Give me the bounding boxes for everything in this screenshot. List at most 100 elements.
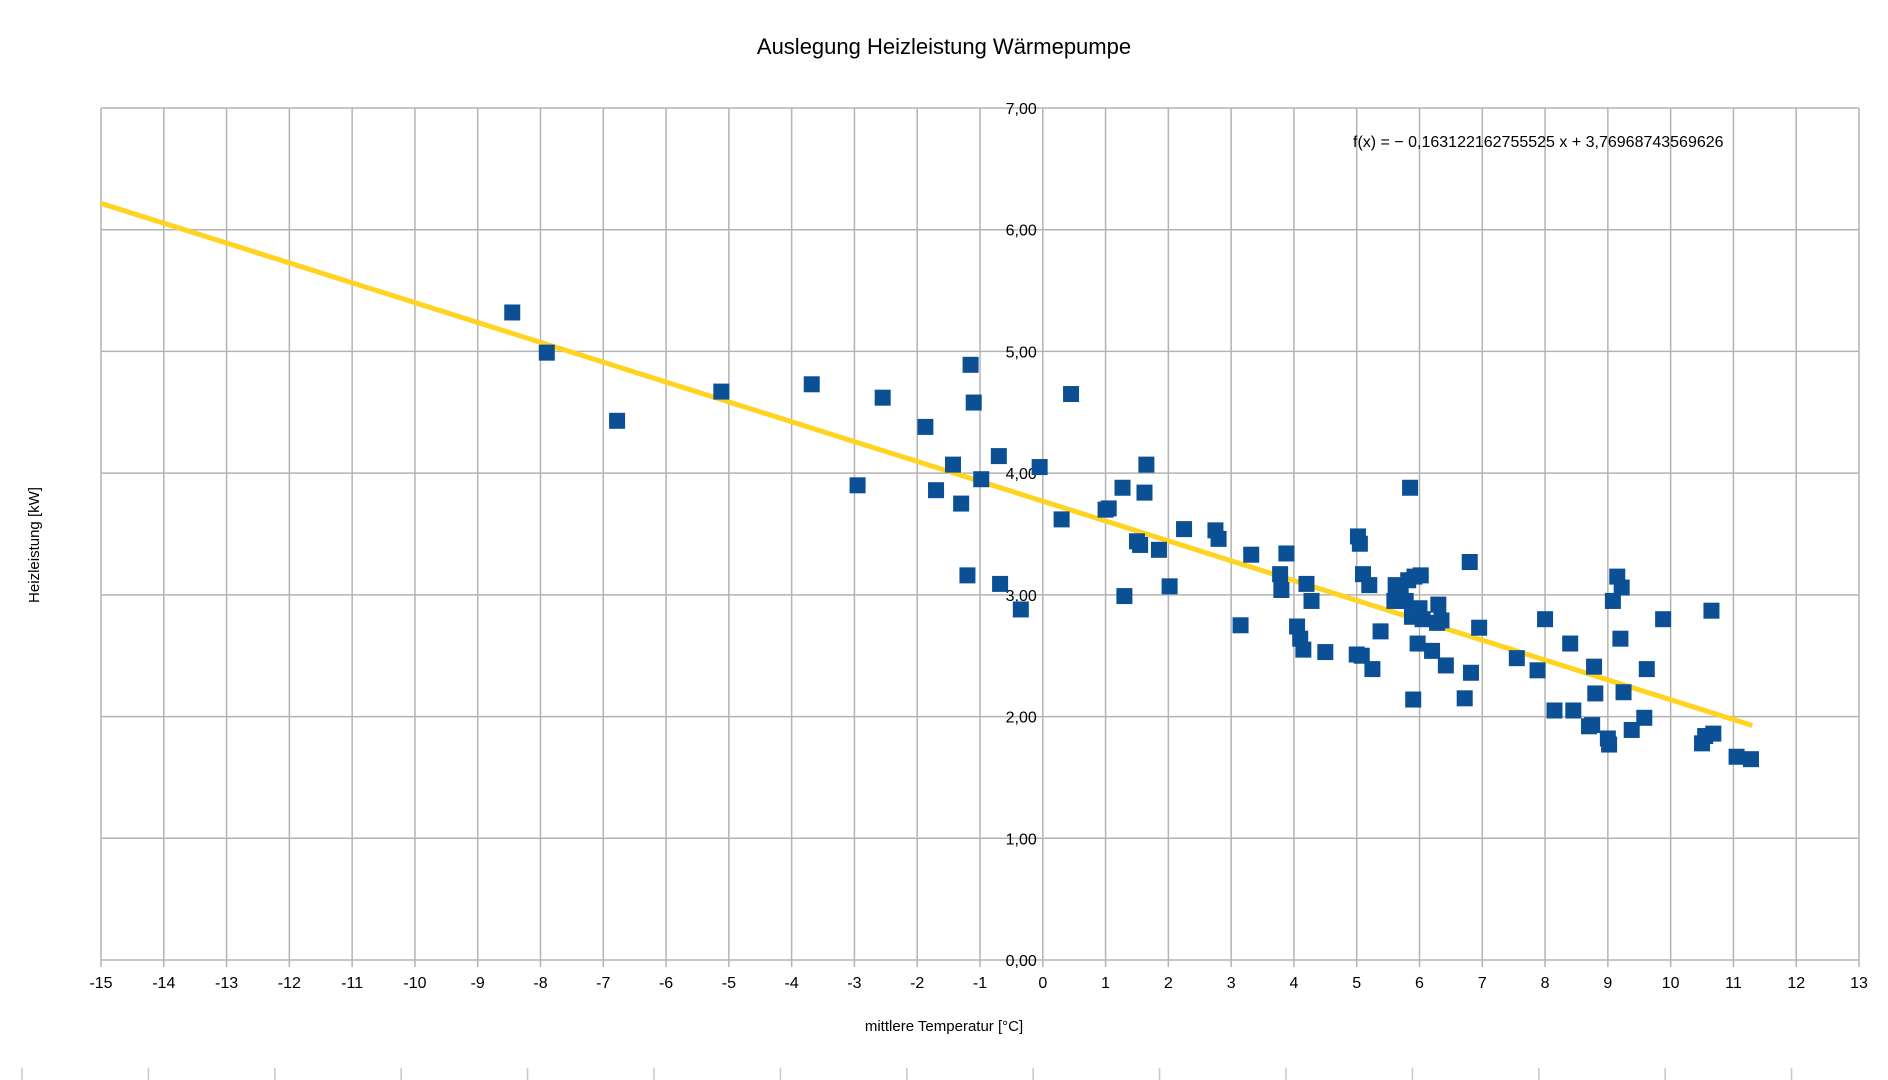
data-point: [1138, 456, 1155, 473]
data-point: [874, 389, 891, 406]
x-tick-label: -15: [89, 975, 112, 992]
data-point: [1063, 386, 1080, 403]
x-tick-label: 11: [1725, 975, 1742, 992]
x-axis-tick-labels: -15 -14 -13 -12 -11 -10 -9 -8 -7 -6 -5 -4 -3 -2 -1 0 1 2 3…: [89, 975, 1868, 992]
data-point: [1471, 619, 1488, 636]
y-tick-label: 0,00: [1006, 953, 1037, 970]
data-point: [1636, 709, 1653, 726]
data-point: [959, 567, 976, 584]
x-tick-label: -6: [659, 975, 673, 992]
y-tick-label: 3,00: [1006, 588, 1037, 605]
data-point: [1351, 535, 1368, 552]
x-tick-label: 7: [1478, 975, 1487, 992]
x-tick-label: -5: [722, 975, 736, 992]
data-points: [504, 304, 1760, 768]
data-point: [1295, 641, 1312, 658]
data-point: [1397, 592, 1414, 609]
chart-title: Auslegung Heizleistung Wärmepumpe: [757, 34, 1131, 59]
data-point: [962, 356, 979, 373]
data-point: [1150, 541, 1167, 558]
data-point: [1012, 601, 1029, 618]
data-point: [1031, 459, 1048, 476]
data-point: [1461, 553, 1478, 570]
data-point: [1565, 702, 1582, 719]
data-point: [1176, 521, 1193, 538]
data-point: [1409, 635, 1426, 652]
data-point: [1655, 611, 1672, 628]
data-point: [917, 418, 934, 435]
x-tick-label: -9: [471, 975, 485, 992]
data-point: [1615, 684, 1632, 701]
data-point: [538, 344, 555, 361]
x-tick-label: 9: [1603, 975, 1612, 992]
x-tick-label: -12: [278, 975, 301, 992]
data-point: [1136, 484, 1153, 501]
data-point: [1586, 658, 1603, 675]
data-point: [1424, 642, 1441, 659]
grid-lines: [100, 107, 1860, 967]
data-point: [1537, 611, 1554, 628]
data-point: [945, 456, 962, 473]
x-tick-label: 4: [1289, 975, 1298, 992]
y-tick-label: 7,00: [1006, 101, 1037, 118]
data-point: [992, 575, 1009, 592]
data-point: [1584, 717, 1601, 734]
data-point: [1546, 702, 1563, 719]
x-tick-label: 5: [1352, 975, 1361, 992]
data-point: [1243, 546, 1260, 563]
data-point: [990, 448, 1007, 465]
data-point: [1638, 661, 1655, 678]
x-axis-title: mittlere Temperatur [°C]: [865, 1018, 1023, 1035]
data-point: [1289, 618, 1306, 635]
data-point: [849, 477, 866, 494]
y-tick-label: 6,00: [1006, 223, 1037, 240]
data-point: [1161, 578, 1178, 595]
x-tick-label: -4: [785, 975, 799, 992]
data-point: [1703, 602, 1720, 619]
data-point: [1414, 611, 1431, 628]
x-tick-label: -8: [533, 975, 547, 992]
x-tick-label: -14: [152, 975, 175, 992]
x-tick-label: -7: [596, 975, 610, 992]
data-point: [1353, 647, 1370, 664]
data-point: [1462, 664, 1479, 681]
x-tick-label: 10: [1662, 975, 1680, 992]
data-point: [1132, 536, 1149, 553]
data-point: [504, 304, 521, 321]
data-point: [1705, 725, 1722, 742]
data-point: [1273, 581, 1290, 598]
x-tick-label: 12: [1787, 975, 1805, 992]
x-tick-label: 0: [1038, 975, 1047, 992]
data-point: [1114, 479, 1131, 496]
data-point: [1562, 635, 1579, 652]
data-point: [1210, 530, 1227, 547]
data-point: [1728, 748, 1745, 765]
data-point: [1529, 662, 1546, 679]
x-tick-label: 1: [1101, 975, 1110, 992]
y-tick-label: 1,00: [1006, 831, 1037, 848]
x-tick-label: 2: [1164, 975, 1173, 992]
trendline: [100, 200, 1754, 728]
data-point: [1456, 690, 1473, 707]
data-point: [1587, 685, 1604, 702]
data-point: [1364, 661, 1381, 678]
data-point: [1433, 612, 1450, 629]
data-point: [1278, 545, 1295, 562]
data-point: [1601, 736, 1618, 753]
x-tick-label: -13: [215, 975, 238, 992]
x-tick-label: 3: [1227, 975, 1236, 992]
data-point: [1272, 566, 1289, 583]
data-point: [1508, 650, 1525, 667]
data-point: [1303, 592, 1320, 609]
data-point: [973, 471, 990, 488]
x-tick-label: -2: [910, 975, 924, 992]
data-point: [965, 394, 982, 411]
data-point: [803, 376, 820, 393]
data-point: [1361, 577, 1378, 594]
data-point: [713, 383, 730, 400]
data-point: [1437, 657, 1454, 674]
trendline-equation: f(x) = − 0,163122162755525 x + 3,7696874…: [1353, 134, 1724, 151]
data-point: [1372, 623, 1389, 640]
data-point: [1613, 579, 1630, 596]
